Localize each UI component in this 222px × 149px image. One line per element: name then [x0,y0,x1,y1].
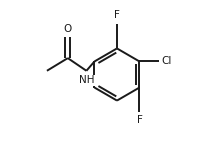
Text: O: O [64,24,72,34]
Text: Cl: Cl [161,56,172,66]
Text: NH: NH [79,75,94,85]
Text: F: F [114,10,120,20]
Text: F: F [137,115,142,125]
